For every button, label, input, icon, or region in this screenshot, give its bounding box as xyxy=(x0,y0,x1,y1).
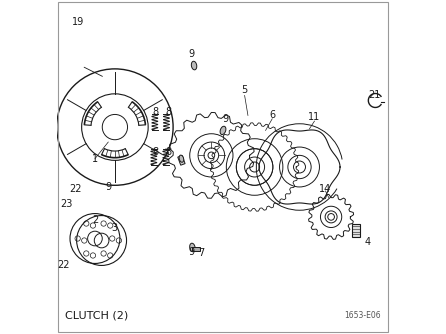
Bar xyxy=(192,247,200,251)
Text: 8: 8 xyxy=(165,147,172,157)
Text: 22: 22 xyxy=(57,260,70,270)
Text: 2: 2 xyxy=(92,215,98,225)
Ellipse shape xyxy=(190,243,195,252)
Text: 19: 19 xyxy=(72,17,84,27)
Text: 9: 9 xyxy=(223,114,229,124)
Ellipse shape xyxy=(191,61,197,70)
Text: 6: 6 xyxy=(269,111,275,121)
Text: 9: 9 xyxy=(105,182,112,192)
Text: 11: 11 xyxy=(308,112,321,122)
Text: 23: 23 xyxy=(60,199,72,209)
Text: 3: 3 xyxy=(111,222,117,232)
Text: 8: 8 xyxy=(152,147,158,157)
Ellipse shape xyxy=(179,155,184,162)
Text: 1: 1 xyxy=(92,154,98,164)
Text: CLUTCH (2): CLUTCH (2) xyxy=(65,310,128,320)
Text: 21: 21 xyxy=(368,91,380,101)
Text: 9: 9 xyxy=(188,247,194,257)
Text: 14: 14 xyxy=(319,184,331,194)
Text: 8: 8 xyxy=(153,107,159,117)
Text: 1653-E06: 1653-E06 xyxy=(344,311,381,320)
Text: 5: 5 xyxy=(241,86,248,96)
Text: 8: 8 xyxy=(165,107,172,117)
Text: 4: 4 xyxy=(365,237,371,247)
Text: 7: 7 xyxy=(198,248,205,259)
Bar xyxy=(178,156,185,165)
Text: 22: 22 xyxy=(70,184,82,194)
Bar xyxy=(352,223,360,237)
Ellipse shape xyxy=(220,126,226,135)
Text: 9: 9 xyxy=(188,49,194,59)
